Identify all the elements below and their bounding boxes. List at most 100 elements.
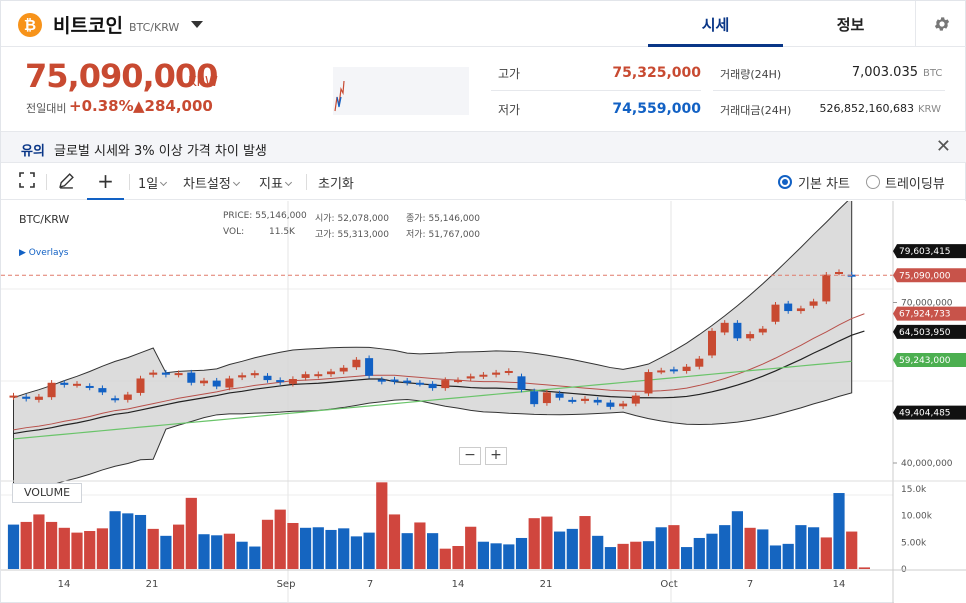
volume-bar bbox=[515, 537, 528, 569]
candle bbox=[149, 372, 158, 375]
tradingview-radio[interactable] bbox=[866, 175, 880, 189]
price-readout-label: PRICE: bbox=[223, 211, 253, 221]
volume-bar bbox=[223, 533, 235, 569]
interval-select[interactable]: 1일 bbox=[138, 173, 168, 192]
low-label: 저가 bbox=[498, 103, 521, 117]
volume-bar bbox=[642, 541, 655, 569]
candle bbox=[479, 374, 488, 377]
candle bbox=[34, 396, 43, 400]
price-tag-label: 79,603,415 bbox=[899, 247, 951, 257]
candle bbox=[212, 380, 221, 387]
volume-bar bbox=[617, 543, 629, 569]
x-tick-label: 7 bbox=[747, 579, 753, 590]
tab-market[interactable]: 시세 bbox=[648, 1, 783, 47]
volume-bar bbox=[503, 544, 515, 569]
candle bbox=[619, 403, 628, 407]
open-readout-label: 시가: bbox=[315, 214, 335, 224]
candle bbox=[796, 308, 805, 312]
current-price: 75,090,000 bbox=[25, 57, 218, 95]
candle bbox=[225, 378, 234, 388]
coin-pair[interactable]: BTC/KRW bbox=[129, 21, 180, 34]
candle bbox=[428, 383, 437, 389]
zoom-in-button[interactable]: + bbox=[485, 447, 507, 465]
close-readout: 종가: 55,146,000 bbox=[406, 211, 480, 224]
candle bbox=[644, 372, 653, 394]
basic-chart-label[interactable]: 기본 차트 bbox=[798, 177, 850, 192]
crosshair-icon[interactable]: + bbox=[87, 164, 124, 200]
x-tick-label: Sep bbox=[277, 579, 296, 590]
volume-bar bbox=[439, 548, 451, 569]
chevron-down-icon bbox=[284, 178, 292, 187]
chevron-down-icon bbox=[160, 178, 168, 187]
x-tick-label: 14 bbox=[452, 579, 465, 590]
candle bbox=[123, 394, 132, 400]
moving-average-mid bbox=[13, 330, 865, 435]
price-tag-label: 75,090,000 bbox=[899, 271, 951, 281]
indicators-label: 지표 bbox=[259, 177, 283, 192]
candle bbox=[784, 303, 793, 312]
indicators-menu[interactable]: 지표 bbox=[259, 173, 292, 192]
fullscreen-icon[interactable] bbox=[19, 172, 35, 192]
toolbar-divider bbox=[129, 174, 130, 190]
candle bbox=[9, 395, 18, 398]
volume-tick-label: 10.00k bbox=[901, 512, 933, 522]
volume-bar bbox=[33, 514, 45, 569]
price-tag bbox=[893, 405, 966, 420]
tab-info[interactable]: 정보 bbox=[836, 16, 865, 34]
gear-icon[interactable] bbox=[915, 1, 966, 47]
candle bbox=[771, 304, 780, 322]
vol-readout-label: VOL: bbox=[223, 227, 245, 237]
high-readout-label: 고가: bbox=[315, 230, 335, 240]
candle bbox=[809, 301, 818, 306]
chart-toolbar: + 1일 차트설정 지표 초기화 기본 차트 트레이딩뷰 bbox=[1, 164, 966, 200]
price-tag bbox=[893, 324, 966, 339]
chart-settings-menu[interactable]: 차트설정 bbox=[183, 173, 240, 192]
price-axis-bg bbox=[894, 201, 966, 603]
vol-readout: VOL: 11.5K bbox=[223, 227, 295, 237]
volume-bar bbox=[592, 535, 604, 569]
mini-chart-line bbox=[334, 80, 345, 112]
candle bbox=[466, 376, 475, 379]
moving-average-long bbox=[13, 360, 852, 440]
candle bbox=[352, 359, 361, 368]
candle bbox=[60, 382, 69, 385]
high-readout: 고가: 55,313,000 bbox=[315, 227, 389, 240]
close-icon[interactable]: ✕ bbox=[935, 136, 951, 157]
pencil-icon[interactable] bbox=[58, 172, 75, 193]
volume-label: 거래량(24H) bbox=[720, 68, 782, 81]
price-tag-label: 59,243,000 bbox=[899, 356, 951, 366]
toolbar-divider bbox=[46, 174, 47, 190]
trade-value-label: 거래대금(24H) bbox=[720, 104, 792, 117]
volume-bar bbox=[566, 528, 578, 569]
overlays-toggle[interactable]: ▶ Overlays bbox=[19, 248, 69, 258]
reset-button[interactable]: 초기화 bbox=[318, 177, 354, 192]
volume-tick-label: 15.0k bbox=[901, 485, 927, 495]
volume-bar bbox=[808, 527, 820, 569]
tradingview-label[interactable]: 트레이딩뷰 bbox=[885, 177, 945, 192]
volume-bar bbox=[350, 536, 362, 569]
zoom-out-button[interactable]: − bbox=[459, 447, 481, 465]
price-tag-label: 49,404,485 bbox=[899, 409, 951, 419]
volume-bar bbox=[769, 545, 782, 569]
volume-bar bbox=[528, 518, 540, 569]
candle bbox=[631, 395, 640, 404]
candle bbox=[47, 382, 56, 398]
volume-bar bbox=[782, 543, 794, 569]
chart-canvas[interactable]: 70,000,000 40,000,000 79,603,415 75,090,000… bbox=[1, 195, 966, 603]
x-tick-label: 21 bbox=[146, 579, 159, 590]
candle bbox=[161, 372, 170, 375]
volume-bar bbox=[287, 522, 299, 569]
price-chart[interactable]: 70,000,000 40,000,000 79,603,415 75,090,000… bbox=[1, 195, 966, 603]
coin-name[interactable]: 비트코인 bbox=[53, 15, 123, 37]
price-unit: KRW bbox=[188, 75, 218, 90]
chevron-down-icon bbox=[232, 178, 240, 187]
basic-chart-radio[interactable] bbox=[778, 175, 792, 189]
chevron-down-icon[interactable] bbox=[191, 21, 203, 28]
candle bbox=[581, 398, 589, 401]
bollinger-band bbox=[13, 195, 853, 495]
notice-tag: 유의 bbox=[21, 144, 45, 159]
volume-value: 7,003.035 bbox=[851, 65, 918, 80]
candle bbox=[288, 379, 297, 384]
candle bbox=[390, 379, 399, 382]
candle bbox=[657, 370, 666, 373]
